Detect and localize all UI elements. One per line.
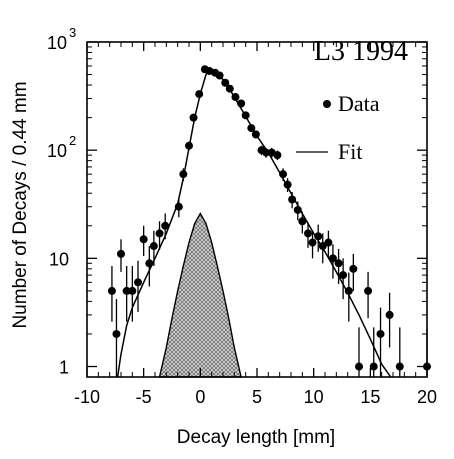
data-point — [339, 271, 348, 280]
data-point — [215, 71, 224, 80]
x-tick-label: 20 — [417, 387, 437, 407]
data-point — [293, 205, 302, 214]
legend-data-marker — [323, 100, 331, 108]
data-point — [174, 202, 183, 211]
y-tick-label-base: 10 — [47, 33, 67, 53]
x-tick-label: 15 — [360, 387, 380, 407]
x-axis-label: Decay length [mm] — [177, 427, 335, 448]
data-point — [344, 286, 353, 295]
x-axis-ticks: -10 -5 0 5 10 15 20 — [74, 42, 437, 407]
data-point — [122, 286, 131, 295]
y-tick-label-base: 10 — [47, 141, 67, 161]
data-point — [288, 195, 297, 204]
data-point — [334, 259, 343, 268]
data-point — [161, 221, 170, 230]
x-tick-label: -5 — [136, 387, 152, 407]
fit-line — [116, 69, 392, 378]
data-point — [149, 242, 158, 251]
data-point — [155, 229, 164, 238]
data-point — [364, 286, 373, 295]
y-tick-label: 102 — [47, 133, 76, 161]
data-point — [262, 148, 271, 157]
y-tick-label: 10 — [49, 249, 69, 269]
data-point — [145, 259, 154, 268]
data-point — [369, 362, 378, 371]
data-point — [189, 113, 198, 122]
data-point — [395, 362, 404, 371]
signal-hatched-area — [158, 212, 242, 378]
data-point — [128, 286, 137, 295]
data-point — [231, 93, 240, 102]
data-point — [324, 238, 333, 247]
signal-hatched-area-group — [158, 212, 242, 378]
data-point — [134, 278, 142, 287]
fit-line-group — [116, 69, 392, 378]
data-point — [328, 254, 337, 263]
y-tick-label: 103 — [47, 25, 76, 53]
x-tick-label: -10 — [74, 387, 100, 407]
data-point — [304, 229, 312, 238]
data-point — [112, 329, 121, 338]
data-point — [308, 238, 317, 247]
y-tick-label: 1 — [59, 358, 69, 378]
y-tick-label-exponent: 2 — [69, 133, 76, 148]
data-point — [349, 264, 358, 273]
y-tick-label-base: 10 — [49, 249, 69, 269]
data-point — [179, 170, 188, 179]
data-point — [376, 329, 385, 338]
legend-fit-label: Fit — [338, 139, 362, 164]
data-point — [314, 232, 323, 241]
data-point — [225, 84, 234, 93]
data-points-group — [107, 65, 431, 377]
legend: Data Fit — [296, 91, 380, 164]
data-point — [117, 249, 125, 258]
data-point — [185, 141, 193, 150]
x-tick-label: 10 — [304, 387, 324, 407]
y-tick-label-base: 1 — [59, 358, 69, 378]
data-point — [298, 217, 307, 226]
y-axis-label: Number of Decays / 0.44 mm — [10, 81, 31, 328]
data-point — [355, 362, 363, 371]
x-tick-label: 5 — [252, 387, 262, 407]
data-point — [139, 235, 148, 244]
y-tick-label-exponent: 3 — [69, 25, 76, 40]
legend-data-label: Data — [338, 91, 380, 116]
x-tick-label: 0 — [195, 387, 205, 407]
data-point — [385, 310, 394, 319]
data-point — [251, 130, 260, 139]
data-point — [221, 78, 230, 87]
data-point — [273, 151, 282, 160]
data-point — [279, 170, 288, 179]
data-point — [107, 286, 116, 295]
data-point — [241, 111, 250, 120]
data-point — [237, 99, 246, 108]
chart-title: L3 1994 — [314, 36, 408, 67]
data-point — [247, 124, 256, 133]
data-point — [195, 90, 204, 99]
data-point — [283, 180, 292, 189]
